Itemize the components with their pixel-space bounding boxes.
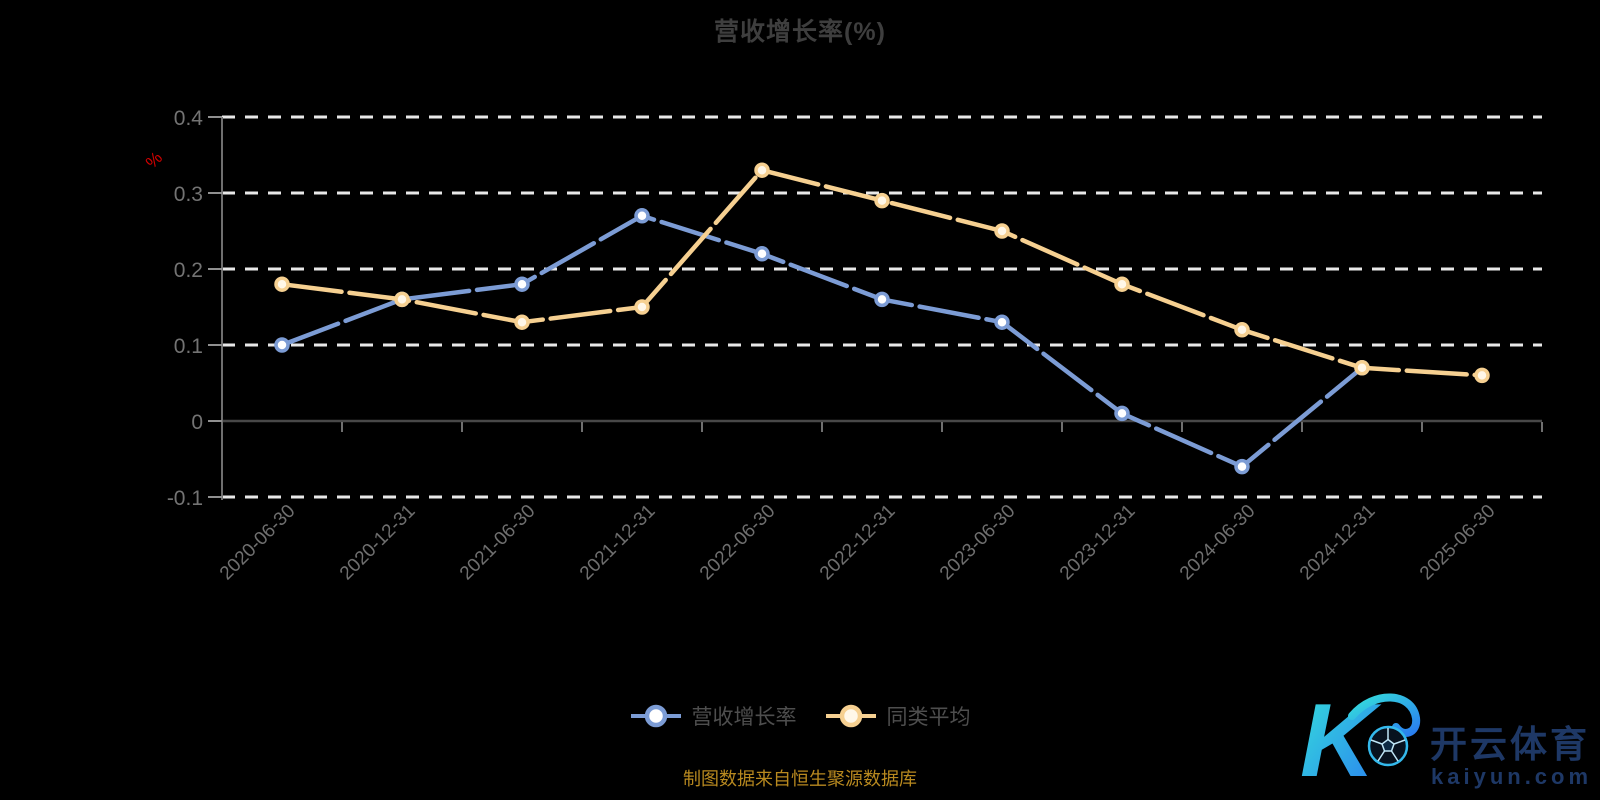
y-tick-label: 0.1 — [174, 335, 203, 358]
watermark-brand-cn: 开云体育 — [1430, 724, 1590, 765]
data-point-marker — [994, 223, 1010, 239]
x-tick-label: 2021-12-31 — [576, 501, 660, 585]
data-point-marker — [1234, 458, 1250, 475]
watermark-brand-url: kaiyun.com — [1431, 764, 1592, 789]
data-source-note: 制图数据来自恒生聚源数据库 — [683, 769, 917, 789]
legend: 营收增长率 同类平均 — [0, 701, 1600, 731]
x-tick-label: 2023-06-30 — [936, 501, 1020, 585]
y-tick-label: 0 — [191, 411, 203, 434]
kaiyun-watermark-logo: K 开云体育 kaiyun.com — [1300, 683, 1592, 798]
x-tick-label: 2020-06-30 — [216, 501, 300, 585]
legend-line-circle-icon — [825, 704, 876, 728]
y-tick-label: 0.3 — [174, 183, 203, 206]
chart-title: 营收增长率(%) — [714, 18, 886, 46]
watermark-swoosh — [1348, 693, 1421, 737]
x-tick-label: 2021-06-30 — [456, 501, 540, 585]
axes — [208, 116, 1543, 500]
legend-item-revenue-growth[interactable]: 营收增长率 — [630, 701, 797, 731]
gridlines — [222, 115, 1542, 499]
x-tick-label: 2022-12-31 — [816, 501, 900, 585]
x-tick-label: 2022-06-30 — [696, 501, 780, 585]
data-point-marker — [1114, 276, 1130, 292]
data-point-marker — [994, 314, 1010, 330]
data-point-marker — [634, 299, 650, 315]
data-point-marker — [874, 192, 890, 209]
legend-item-peer-average[interactable]: 同类平均 — [825, 701, 971, 731]
series-line-0 — [279, 213, 1365, 469]
legend-line-circle-icon — [630, 704, 681, 728]
series-lines — [274, 162, 1490, 475]
x-tick-label: 2020-12-31 — [336, 501, 420, 585]
data-point-marker — [514, 276, 530, 292]
x-tick-label: 2025-06-30 — [1416, 501, 1500, 585]
y-axis-unit-label: % — [142, 148, 166, 172]
y-tick-label: -0.1 — [167, 487, 203, 510]
data-point-marker — [274, 276, 290, 292]
data-point-marker — [514, 314, 530, 330]
data-point-marker — [874, 291, 890, 308]
data-point-marker — [1354, 360, 1370, 376]
y-tick-label: 0.2 — [174, 259, 203, 282]
x-tick-label: 2023-12-31 — [1056, 501, 1140, 585]
data-point-marker — [754, 246, 770, 262]
x-tick-label: 2024-06-30 — [1176, 501, 1260, 585]
data-point-marker — [754, 162, 770, 178]
data-point-marker — [634, 208, 650, 224]
data-point-marker — [1234, 322, 1250, 338]
data-point-marker — [1474, 367, 1490, 384]
data-point-marker — [1114, 405, 1130, 422]
soccer-ball-icon — [1367, 725, 1409, 767]
data-point-marker — [394, 291, 410, 308]
legend-label-revenue-growth: 营收增长率 — [691, 706, 797, 729]
data-point-marker — [274, 337, 290, 353]
y-tick-label: 0.4 — [174, 107, 204, 130]
x-tick-label: 2024-12-31 — [1296, 501, 1380, 585]
legend-label-peer-average: 同类平均 — [886, 706, 971, 729]
